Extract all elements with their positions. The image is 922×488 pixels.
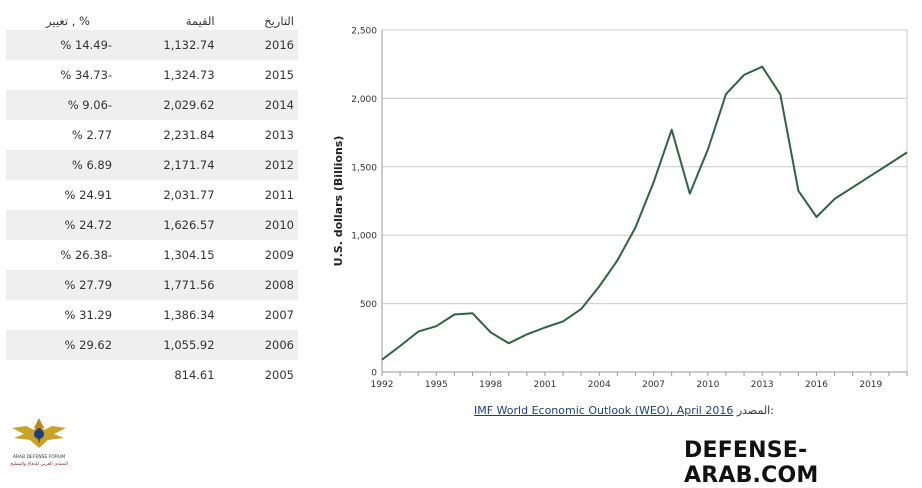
- table-row: % 14.49- 1,132.74 2016: [6, 30, 298, 60]
- cell-change: [6, 360, 117, 390]
- table-row: % 31.29 1,386.34 2007: [6, 300, 298, 330]
- cell-date: 2009: [228, 240, 298, 270]
- source-label: المصدر:: [736, 404, 774, 417]
- cell-change: % 29.62: [6, 330, 117, 360]
- series-line: [381, 65, 908, 361]
- y-tick-label: 0: [371, 369, 377, 379]
- logo-text-ar: المنتدى العربي للدفاع والتسليح: [10, 462, 68, 467]
- table-header-row: تغيير , % القيمة التاريخ: [6, 10, 298, 30]
- cell-date: 2013: [228, 120, 298, 150]
- y-tick-label: 2,000: [351, 95, 377, 105]
- cell-change: % 26.38-: [6, 240, 117, 270]
- y-axis-ticks: 0 500 1,000 1,500 2,000 2,500: [351, 27, 377, 379]
- chart-grid: [382, 29, 907, 373]
- table-row: % 24.91 2,031.77 2011: [6, 180, 298, 210]
- source-link[interactable]: IMF World Economic Outlook (WEO), April …: [474, 404, 734, 417]
- table-body: % 14.49- 1,132.74 2016% 34.73- 1,324.73 2015…: [6, 30, 298, 390]
- y-tick-label: 2,500: [351, 27, 377, 37]
- x-tick-label: 2013: [751, 380, 774, 390]
- table-row: % 29.62 1,055.92 2006: [6, 330, 298, 360]
- x-tick-label: 2010: [696, 380, 719, 390]
- x-tick-label: 1992: [371, 380, 394, 390]
- cell-change: % 24.72: [6, 210, 117, 240]
- source-note: IMF World Economic Outlook (WEO), April …: [474, 404, 774, 417]
- header-value: القيمة: [185, 14, 215, 28]
- cell-change: % 34.73-: [6, 60, 117, 90]
- cell-change: % 31.29: [6, 300, 117, 330]
- y-tick-label: 500: [360, 300, 377, 310]
- eagle-icon: [12, 418, 66, 448]
- table-row: % 9.06- 2,029.62 2014: [6, 90, 298, 120]
- cell-value: 1,771.56: [116, 270, 229, 300]
- table-row: % 24.72 1,626.57 2010: [6, 210, 298, 240]
- x-tick-label: 2001: [533, 380, 556, 390]
- cell-date: 2011: [228, 180, 298, 210]
- cell-change: % 6.89: [6, 150, 117, 180]
- cell-date: 2006: [228, 330, 298, 360]
- cell-date: 2008: [228, 270, 298, 300]
- cell-value: 2,231.84: [116, 120, 229, 150]
- x-axis-ticks: 1992 1995 1998 2001 2004 2007 2010 2013 2016 2019: [371, 372, 908, 390]
- cell-value: 2,029.62: [116, 90, 229, 120]
- header-change: تغيير , %: [46, 14, 90, 28]
- y-tick-label: 1,500: [351, 163, 377, 173]
- line-chart: 0 500 1,000 1,500 2,000 2,500 1992 1995 1998 200…: [332, 27, 908, 390]
- cell-date: 2005: [228, 360, 298, 390]
- cell-change: % 27.79: [6, 270, 117, 300]
- x-tick-label: 2019: [859, 380, 882, 390]
- cell-date: 2014: [228, 90, 298, 120]
- cell-value: 1,324.73: [116, 60, 229, 90]
- table-row: % 2.77 2,231.84 2013: [6, 120, 298, 150]
- cell-value: 814.61: [116, 360, 229, 390]
- cell-date: 2012: [228, 150, 298, 180]
- x-tick-label: 2004: [588, 380, 611, 390]
- cell-value: 2,171.74: [116, 150, 229, 180]
- table-row: % 6.89 2,171.74 2012: [6, 150, 298, 180]
- logo-text-en: ARAB DEFENSE FORUM: [13, 454, 65, 460]
- x-tick-label: 2016: [805, 380, 828, 390]
- table-row: % 34.73- 1,324.73 2015: [6, 60, 298, 90]
- cell-value: 1,626.57: [116, 210, 229, 240]
- cell-value: 2,031.77: [116, 180, 229, 210]
- y-tick-label: 1,000: [351, 232, 377, 242]
- y-axis-label: U.S. dollars (Billions): [332, 136, 345, 267]
- table-row: 814.61 2005: [6, 360, 298, 390]
- cell-change: % 14.49-: [6, 30, 117, 60]
- x-tick-label: 2007: [642, 380, 665, 390]
- cell-value: 1,055.92: [116, 330, 229, 360]
- header-date: التاريخ: [264, 14, 294, 28]
- cell-change: % 24.91: [6, 180, 117, 210]
- data-table: تغيير , % القيمة التاريخ % 14.49- 1,132.7…: [6, 10, 298, 390]
- plot-frame: [381, 30, 908, 373]
- site-name: DEFENSE-ARAB.COM: [684, 438, 819, 488]
- x-tick-label: 1998: [479, 380, 502, 390]
- cell-date: 2010: [228, 210, 298, 240]
- cell-change: % 9.06-: [6, 90, 117, 120]
- table-row: % 26.38- 1,304.15 2009: [6, 240, 298, 270]
- cell-change: % 2.77: [6, 120, 117, 150]
- cell-date: 2015: [228, 60, 298, 90]
- cell-date: 2007: [228, 300, 298, 330]
- cell-value: 1,132.74: [116, 30, 229, 60]
- forum-logo: ARAB DEFENSE FORUM المنتدى العربي للدفاع…: [10, 418, 68, 467]
- cell-date: 2016: [228, 30, 298, 60]
- cell-value: 1,304.15: [116, 240, 229, 270]
- cell-value: 1,386.34: [116, 300, 229, 330]
- table-row: % 27.79 1,771.56 2008: [6, 270, 298, 300]
- x-tick-label: 1995: [425, 380, 448, 390]
